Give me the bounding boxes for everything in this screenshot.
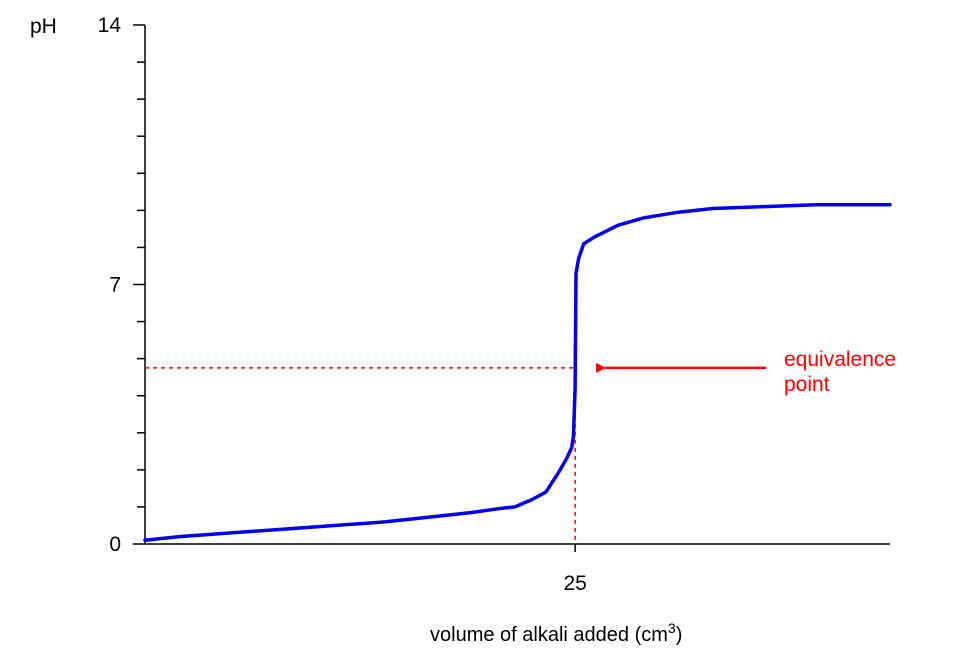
x-axis-label-main: volume of alkali added (cm [430,624,668,646]
x-axis-label-superscript: 3 [668,620,676,636]
x-axis-label-suffix: ) [676,624,683,646]
y-axis-label: pH [30,15,57,38]
y-tick-label: 0 [109,533,121,556]
y-tick-label: 14 [98,14,122,37]
axis-ticks: 0 7 14 25 [98,14,587,595]
x-tick-label: 25 [563,572,586,595]
equivalence-label-line1: equivalence [784,348,896,371]
x-axis-label: volume of alkali added (cm3) [430,620,682,646]
ph-curve-series [143,203,892,543]
equivalence-label-line2: point [784,373,830,396]
y-tick-label: 7 [109,274,121,297]
